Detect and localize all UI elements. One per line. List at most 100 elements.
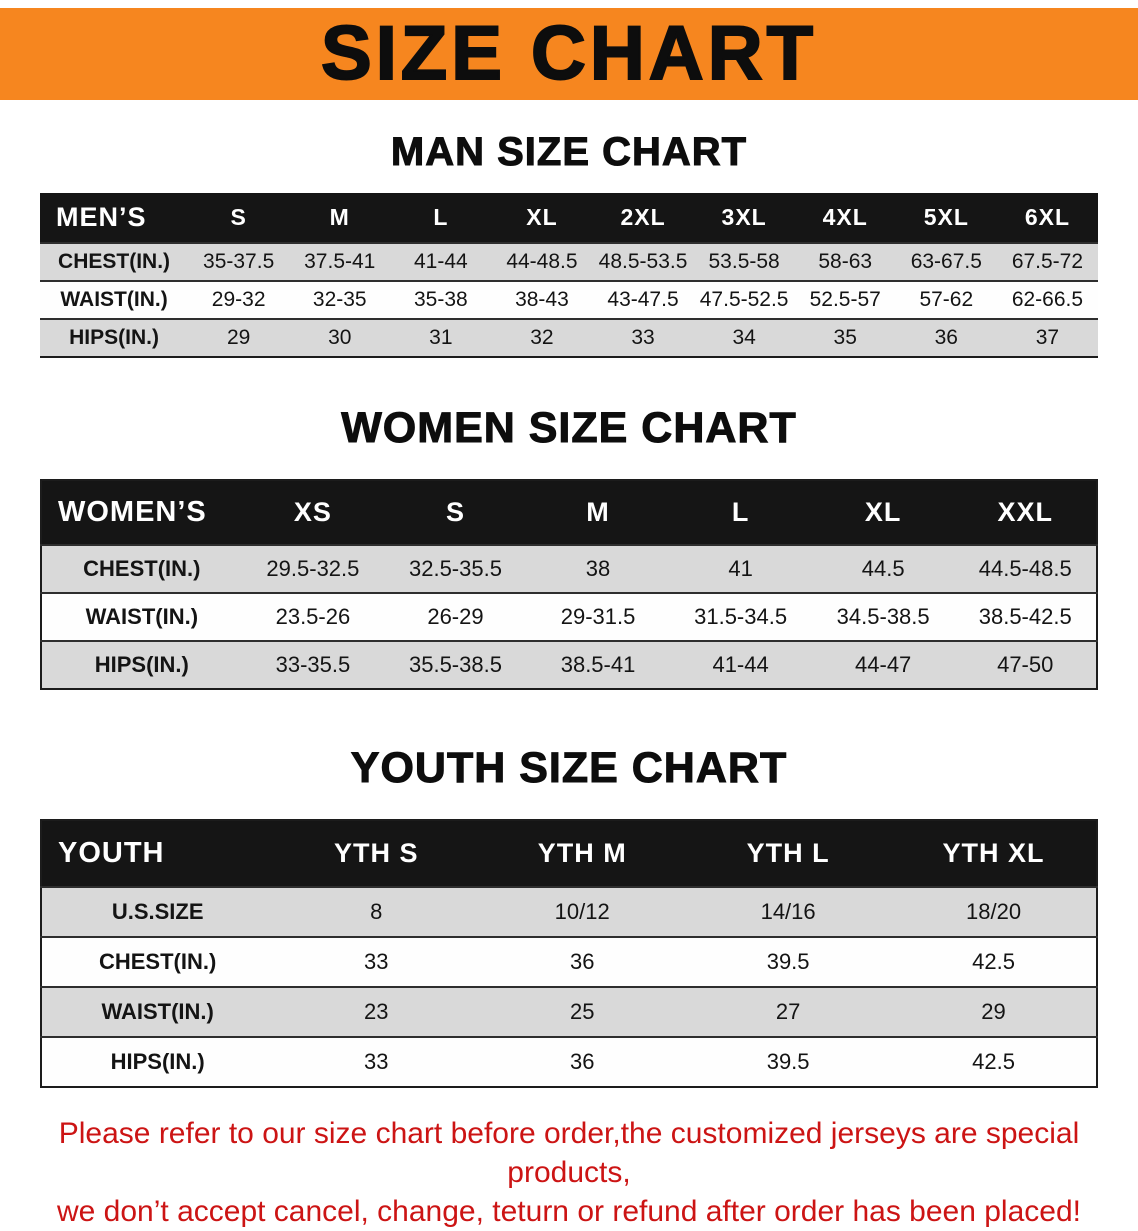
men-size-column-header: 4XL bbox=[822, 204, 868, 230]
youth-size-column-header: YTH S bbox=[334, 838, 419, 868]
size-value-cell: 36 bbox=[934, 326, 958, 349]
size-value-cell: 35 bbox=[833, 326, 857, 349]
size-value-cell: 38-43 bbox=[515, 288, 569, 311]
women-table-row: WAIST(IN.) 23.5-26 26-29 29-31.5 31.5-34.5 34… bbox=[41, 593, 1097, 641]
size-value-cell: 62-66.5 bbox=[1011, 288, 1084, 311]
disclaimer-line-1: Please refer to our size chart before or… bbox=[58, 1117, 1080, 1189]
women-table-row: HIPS(IN.) 33-35.5 35.5-38.5 38.5-41 41-44 44-… bbox=[41, 641, 1097, 689]
size-value-cell: 53.5-58 bbox=[708, 250, 780, 273]
men-size-column-header: XL bbox=[526, 204, 558, 230]
size-value-cell: 39.5 bbox=[766, 949, 810, 974]
size-chart-page: SIZE CHART MAN SIZE CHART MEN’S S M L XL 2XL 3… bbox=[0, 8, 1138, 1231]
women-section-heading: WOMEN SIZE CHART bbox=[341, 404, 797, 453]
men-size-column-header: 2XL bbox=[620, 204, 666, 230]
size-value-cell: 26-29 bbox=[427, 604, 484, 629]
men-size-column-header: 6XL bbox=[1024, 204, 1071, 230]
men-section-heading: MAN SIZE CHART bbox=[390, 130, 748, 175]
size-value-cell: 32-35 bbox=[312, 288, 367, 311]
size-value-cell: 14/16 bbox=[760, 899, 816, 924]
youth-size-column-header: YTH M bbox=[537, 838, 627, 868]
women-size-column-header: S bbox=[445, 497, 465, 527]
men-table-row: HIPS(IN.) 29 30 31 32 33 34 35 36 37 bbox=[40, 319, 1098, 357]
row-label-cell: HIPS(IN.) bbox=[69, 326, 159, 349]
size-value-cell: 25 bbox=[569, 999, 595, 1024]
youth-table-row: U.S.SIZE 8 10/12 14/16 18/20 bbox=[41, 887, 1097, 937]
men-table-row: CHEST(IN.) 35-37.5 37.5-41 41-44 44-48.5 48.5… bbox=[40, 243, 1098, 281]
size-value-cell: 41-44 bbox=[413, 250, 468, 273]
size-value-cell: 31.5-34.5 bbox=[694, 604, 788, 629]
men-size-column-header: S bbox=[230, 204, 247, 230]
women-size-column-header: XS bbox=[293, 497, 332, 527]
size-value-cell: 10/12 bbox=[554, 899, 610, 924]
size-value-cell: 38 bbox=[585, 556, 611, 581]
size-value-cell: 32.5-35.5 bbox=[408, 556, 502, 581]
row-label-cell: U.S.SIZE bbox=[111, 899, 204, 924]
women-size-section: WOMEN SIZE CHART WOMEN’S XS S M L XL XXL CHEST(… bbox=[0, 404, 1138, 690]
size-value-cell: 31 bbox=[429, 326, 453, 349]
size-value-cell: 29 bbox=[226, 326, 251, 349]
size-value-cell: 44-47 bbox=[855, 652, 912, 677]
size-value-cell: 32 bbox=[530, 326, 554, 349]
men-header-row: MEN’S S M L XL 2XL 3XL 4XL 5XL 6XL bbox=[40, 193, 1098, 243]
row-label-cell: HIPS(IN.) bbox=[94, 652, 189, 677]
size-value-cell: 42.5 bbox=[972, 949, 1015, 974]
size-value-cell: 30 bbox=[328, 326, 352, 349]
size-value-cell: 41-44 bbox=[712, 652, 769, 677]
size-value-cell: 37.5-41 bbox=[304, 250, 376, 273]
size-value-cell: 35.5-38.5 bbox=[408, 652, 502, 677]
men-size-column-header: M bbox=[329, 204, 350, 230]
youth-size-column-header: YTH XL bbox=[942, 838, 1045, 868]
size-value-cell: 38.5-42.5 bbox=[978, 604, 1072, 629]
size-value-cell: 43-47.5 bbox=[607, 288, 679, 311]
size-value-cell: 34 bbox=[732, 326, 756, 349]
size-value-cell: 34.5-38.5 bbox=[836, 604, 930, 629]
size-value-cell: 44.5-48.5 bbox=[978, 556, 1072, 581]
size-value-cell: 35-38 bbox=[413, 288, 468, 311]
women-size-column-header: XL bbox=[864, 497, 902, 527]
size-value-cell: 23.5-26 bbox=[275, 604, 351, 629]
youth-table-row: HIPS(IN.) 33 36 39.5 42.5 bbox=[41, 1037, 1097, 1087]
size-value-cell: 57-62 bbox=[919, 288, 974, 311]
disclaimer-line-2: we don’t accept cancel, change, teturn o… bbox=[57, 1195, 1081, 1228]
youth-size-table: YOUTH YTH S YTH M YTH L YTH XL U.S.SIZE 8 10/12… bbox=[40, 819, 1098, 1088]
row-label-cell: HIPS(IN.) bbox=[110, 1049, 205, 1074]
size-value-cell: 39.5 bbox=[766, 1049, 810, 1074]
men-size-column-header: L bbox=[433, 204, 449, 230]
women-header-row: WOMEN’S XS S M L XL XXL bbox=[41, 480, 1097, 545]
size-value-cell: 29 bbox=[981, 999, 1006, 1024]
size-value-cell: 38.5-41 bbox=[560, 652, 636, 677]
banner: SIZE CHART bbox=[0, 8, 1138, 100]
size-value-cell: 33 bbox=[631, 326, 655, 349]
size-value-cell: 47.5-52.5 bbox=[699, 288, 789, 311]
men-size-column-header: 5XL bbox=[923, 204, 969, 230]
size-value-cell: 35-37.5 bbox=[203, 250, 275, 273]
size-value-cell: 44-48.5 bbox=[506, 250, 578, 273]
size-value-cell: 36 bbox=[569, 1049, 595, 1074]
size-value-cell: 67.5-72 bbox=[1011, 250, 1084, 273]
size-value-cell: 18/20 bbox=[966, 899, 1022, 924]
youth-table-title-cell: YOUTH bbox=[58, 837, 165, 869]
size-value-cell: 52.5-57 bbox=[809, 288, 881, 311]
men-table-row: WAIST(IN.) 29-32 32-35 35-38 38-43 43-47.5 47.… bbox=[40, 281, 1098, 319]
size-value-cell: 23 bbox=[364, 999, 389, 1024]
women-size-column-header: M bbox=[586, 497, 610, 527]
youth-size-column-header: YTH L bbox=[746, 838, 830, 868]
size-value-cell: 33 bbox=[364, 1049, 389, 1074]
size-value-cell: 36 bbox=[569, 949, 595, 974]
size-value-cell: 47-50 bbox=[997, 652, 1054, 677]
youth-header-row: YOUTH YTH S YTH M YTH L YTH XL bbox=[41, 820, 1097, 887]
row-label-cell: CHEST(IN.) bbox=[98, 949, 217, 974]
size-value-cell: 41 bbox=[728, 556, 753, 581]
women-table-title-cell: WOMEN’S bbox=[58, 496, 207, 528]
men-size-column-header: 3XL bbox=[721, 204, 767, 230]
women-table-row: CHEST(IN.) 29.5-32.5 32.5-35.5 38 41 44.5 44.5… bbox=[41, 545, 1097, 593]
youth-table-row: WAIST(IN.) 23 25 27 29 bbox=[41, 987, 1097, 1037]
size-value-cell: 42.5 bbox=[972, 1049, 1015, 1074]
page-title: SIZE CHART bbox=[320, 11, 817, 96]
size-value-cell: 63-67.5 bbox=[910, 250, 982, 273]
men-size-table: MEN’S S M L XL 2XL 3XL 4XL 5XL 6XL CHEST(IN.) 35-37… bbox=[40, 193, 1098, 358]
row-label-cell: CHEST(IN.) bbox=[83, 556, 201, 581]
women-size-column-header: L bbox=[731, 497, 750, 527]
size-value-cell: 48.5-53.5 bbox=[598, 250, 688, 273]
size-value-cell: 33-35.5 bbox=[275, 652, 351, 677]
